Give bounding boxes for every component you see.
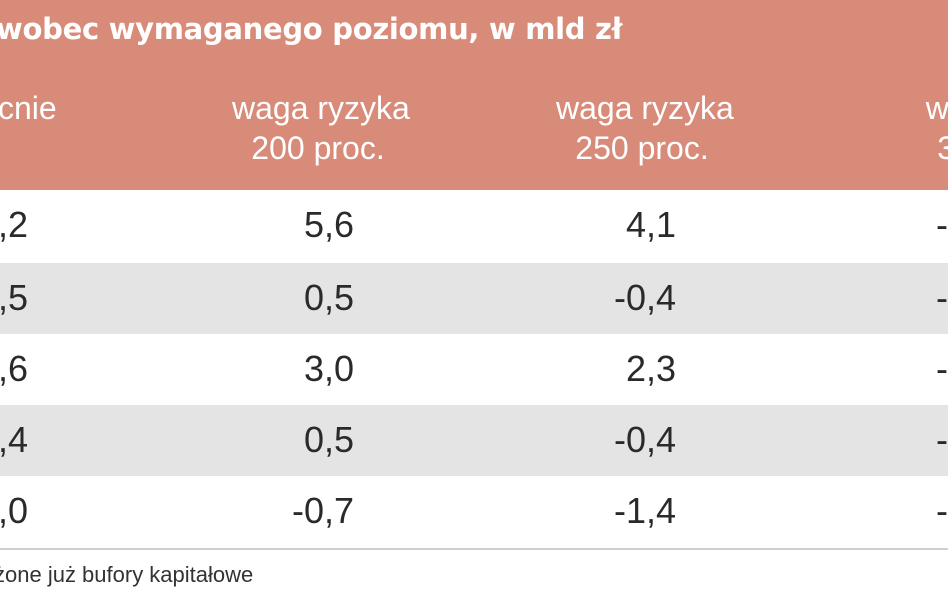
table-title: wobec wymaganego poziomu, w mld zł: [0, 12, 623, 46]
table-row: ,4 0,5 -0,4 -: [0, 405, 948, 476]
header-cell-col0: cnie: [0, 88, 57, 128]
table-cell: ,0: [0, 490, 28, 531]
table-cell: 4,1: [625, 204, 676, 245]
table-cell: 2,3: [625, 348, 676, 389]
table-cell: 3,0: [303, 348, 354, 389]
header-col3-line2: 300: [937, 130, 948, 166]
table-bottom-rule: [0, 548, 948, 550]
table-cell: -: [936, 277, 948, 318]
table-cell: -: [936, 204, 948, 245]
table-cell: ,6: [0, 348, 28, 389]
header-cell-col3: waga 300: [878, 88, 948, 168]
table-cell: -: [936, 490, 948, 531]
table-cell: -0,7: [291, 490, 354, 531]
table-cell: ,2: [0, 204, 28, 245]
header-col2-line1: waga ryzyka: [556, 90, 734, 126]
table-row: ,2 5,6 4,1 -: [0, 190, 948, 261]
table-cell: 0,5: [303, 419, 354, 460]
header-col0-line1: cnie: [0, 90, 57, 126]
table-cell: -: [936, 348, 948, 389]
header-col3-line1: waga: [925, 90, 948, 126]
header-col1-line2: 200 proc.: [251, 130, 385, 166]
table-row: ,0 -0,7 -1,4 -: [0, 476, 948, 547]
header-col1-line1: waga ryzyka: [232, 90, 410, 126]
table-cell: 0,5: [303, 277, 354, 318]
table-row: ,6 3,0 2,3 -: [0, 334, 948, 405]
table-cell: -0,4: [613, 419, 676, 460]
table-cell: -0,4: [613, 277, 676, 318]
table-row: ,5 0,5 -0,4 -: [0, 263, 948, 334]
table-cell: -1,4: [613, 490, 676, 531]
title-bar: wobec wymaganego poziomu, w mld zł: [0, 0, 948, 70]
header-col2-line2: 250 proc.: [575, 130, 709, 166]
table-header: cnie waga ryzyka 200 proc. waga ryzyka 2…: [0, 70, 948, 190]
table-cell: -: [936, 419, 948, 460]
table-cell: ,5: [0, 277, 28, 318]
header-cell-col2: waga ryzyka 250 proc.: [556, 88, 734, 168]
table-cell: 5,6: [303, 204, 354, 245]
table-cell: ,4: [0, 419, 28, 460]
header-cell-col1: waga ryzyka 200 proc.: [232, 88, 410, 168]
footnote: żone już bufory kapitałowe: [0, 562, 254, 587]
